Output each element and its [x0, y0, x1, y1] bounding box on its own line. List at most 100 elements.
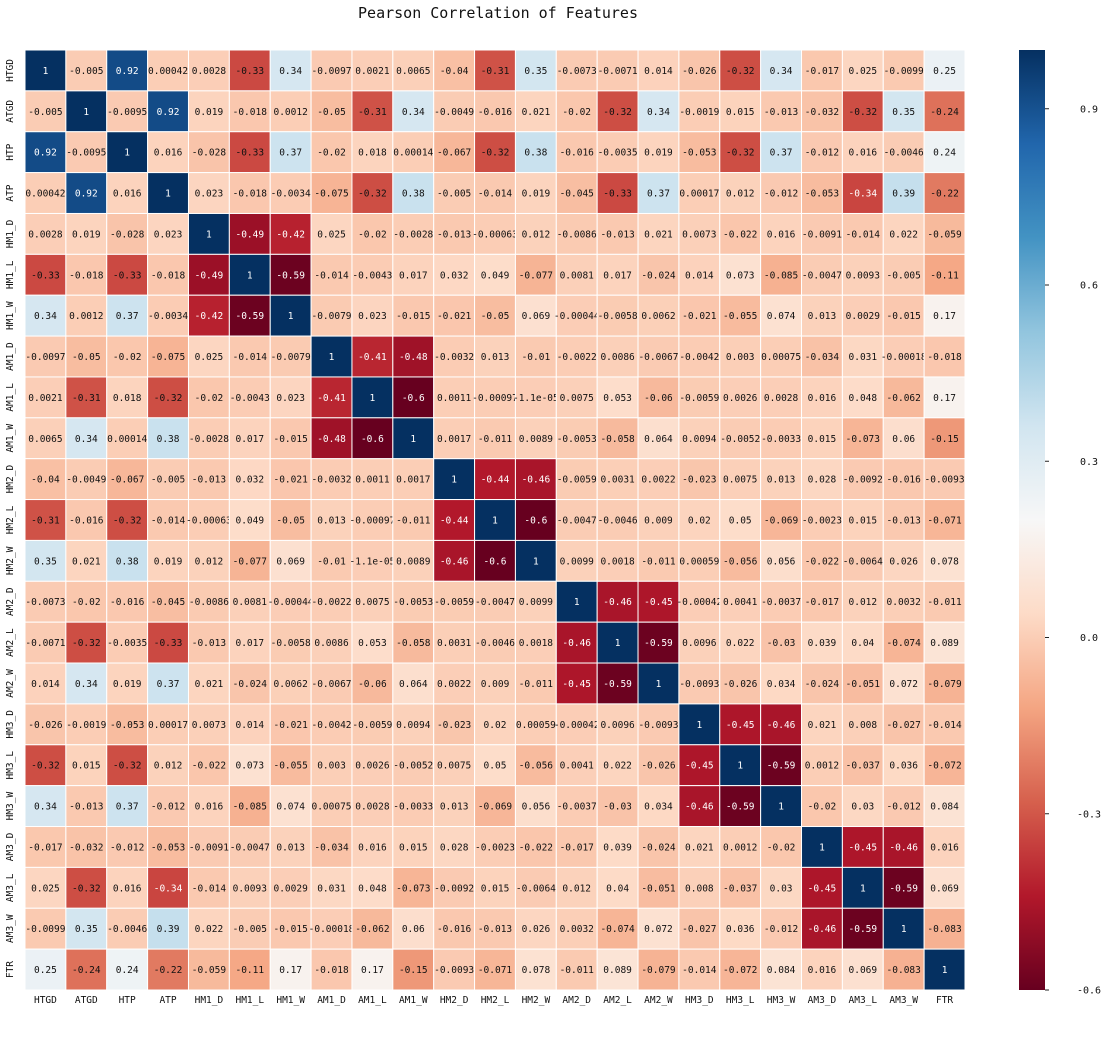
cell-value-label: -0.05 — [276, 516, 305, 527]
heatmap-cell-hm3-w-hm3-d — [678, 785, 721, 828]
heatmap-cell-hm1-w-am3-w — [882, 294, 925, 337]
cell-value-label: 0.014 — [644, 66, 673, 77]
heatmap-cell-am3-l-atp — [147, 866, 189, 909]
y-tick-label-am1-l: AM1_L — [5, 383, 16, 412]
cell-value-label: 0.012 — [849, 597, 878, 608]
cell-value-label: 0.069 — [930, 883, 959, 894]
heatmap-cell-am3-w-hm1-d — [187, 907, 230, 950]
cell-value-label: -0.0023 — [475, 842, 515, 853]
cell-value-label: -0.0071 — [598, 66, 638, 77]
colorbar-tick-label: 0.3 — [1080, 457, 1098, 468]
heatmap-cell-am2-d-hm2-w — [514, 580, 557, 623]
cell-value-label: 1 — [533, 556, 539, 567]
cell-value-label: -0.027 — [682, 924, 716, 935]
cell-value-label: -0.0046 — [107, 924, 147, 935]
heatmap-cell-am3-l-am3-w — [882, 866, 925, 909]
cell-value-label: 0.0012 — [69, 311, 103, 322]
cell-value-label: 0.0073 — [682, 229, 716, 240]
cell-value-label: -0.005 — [437, 189, 471, 200]
cell-value-label: 0.0012 — [723, 842, 757, 853]
heatmap-cell-atp-am1-l — [351, 172, 394, 214]
cell-value-label: -0.018 — [151, 270, 186, 281]
cell-value-label: -0.06 — [644, 393, 673, 404]
cell-value-label: 0.00059 — [516, 720, 556, 731]
cell-value-label: -0.31 — [481, 66, 510, 77]
cell-value-label: 0.0089 — [519, 434, 554, 445]
heatmap-cell-hm2-d-atgd — [65, 458, 108, 501]
colorbar: 0.9 0.6 0.3 0.0 -0.3 -0.6 — [1019, 50, 1101, 997]
cell-value-label: -0.00063 — [472, 229, 518, 240]
cell-value-label: -0.0064 — [843, 556, 883, 567]
heatmap-cell-hm1-d-am1-d — [310, 212, 353, 255]
heatmap-cell-hm2-d-ftr — [923, 458, 966, 501]
heatmap-cell-am2-l-htgd — [24, 621, 67, 664]
cell-value-label: -0.33 — [235, 148, 264, 159]
cell-value-label: 0.025 — [195, 352, 224, 363]
cell-value-label: -0.46 — [685, 802, 714, 813]
cell-value-label: -0.46 — [808, 924, 837, 935]
heatmap-cell-htp-hm1-w — [269, 131, 312, 174]
cell-value-label: -0.0099 — [25, 924, 65, 935]
heatmap-cell-am3-w-am3-d — [801, 907, 843, 950]
heatmap-cell-hm3-d-am1-w — [392, 703, 435, 746]
cell-value-label: 0.0073 — [192, 720, 226, 731]
heatmap-cell-hm1-d-hm1-w — [269, 212, 312, 255]
cell-value-label: -0.05 — [317, 107, 346, 118]
heatmap-cell-atgd-am3-w — [882, 90, 925, 133]
cell-value-label: 0.023 — [195, 189, 224, 200]
cell-value-label: 0.016 — [358, 842, 387, 853]
cell-value-label: 0.0032 — [887, 597, 921, 608]
y-tick-label-htp: HTP — [5, 143, 16, 160]
heatmap-cell-am3-w-am1-l — [351, 907, 394, 950]
cell-value-label: 0.034 — [644, 802, 673, 813]
cell-value-label: -0.32 — [726, 66, 755, 77]
heatmap-cell-hm1-d-am2-l — [596, 212, 639, 255]
x-tick-label-am1-d: AM1_D — [317, 995, 346, 1006]
cell-value-label: -0.077 — [519, 270, 553, 281]
heatmap-cell-am1-d-am3-d — [801, 335, 843, 378]
cell-value-label: 0.0032 — [560, 924, 594, 935]
cell-value-label: 0.0018 — [600, 556, 635, 567]
heatmap-cell-ftr-hm1-w — [269, 948, 312, 991]
heatmap-cell-am2-l-hm3-l — [719, 621, 762, 664]
heatmap-cell-am3-l-hm3-w — [760, 866, 803, 909]
cell-value-label: -0.005 — [151, 475, 185, 486]
cell-value-label: 0.00042 — [148, 66, 188, 77]
cell-value-label: 0.028 — [808, 475, 837, 486]
cell-value-label: -0.011 — [519, 679, 554, 690]
heatmap-cell-am3-l-am1-d — [310, 866, 353, 909]
heatmap-cell-hm3-w-atp — [147, 785, 189, 828]
cell-value-label: 1 — [778, 802, 784, 813]
heatmap-cell-atp-hm1-l — [228, 172, 271, 214]
heatmap-cell-hm3-l-atgd — [65, 744, 108, 787]
cell-value-label: -0.028 — [110, 229, 145, 240]
cell-value-label: 0.013 — [481, 352, 510, 363]
cell-value-label: -0.22 — [154, 965, 183, 976]
heatmap-cell-am3-d-htp — [106, 826, 149, 868]
heatmap-cell-am3-w-htgd — [24, 907, 67, 950]
y-tick-label-am2-w: AM2_W — [5, 669, 16, 698]
cell-value-label: -0.013 — [887, 516, 921, 527]
cell-value-label: 0.015 — [481, 883, 510, 894]
heatmap-cell-hm3-w-hm1-w — [269, 785, 312, 828]
heatmap-cell-hm1-d-htp — [106, 212, 149, 255]
cell-value-label: 0.04 — [851, 638, 874, 649]
heatmap-cell-am1-w-hm2-l — [474, 417, 516, 460]
heatmap-cell-am2-d-atp — [147, 580, 189, 623]
cell-value-label: 0.0089 — [396, 556, 431, 567]
cell-value-label: -0.014 — [314, 270, 349, 281]
cell-value-label: -0.46 — [603, 597, 632, 608]
heatmap-cell-am3-d-hm3-d — [678, 826, 721, 868]
heatmap-cell-hm3-l-am2-w — [637, 744, 680, 787]
heatmap-cell-atgd-hm2-w — [514, 90, 557, 133]
y-tick-label-hm3-d: HM3_D — [5, 710, 16, 739]
cell-value-label: -0.41 — [358, 352, 387, 363]
heatmap-cell-am3-w-ftr — [923, 907, 966, 950]
heatmap-cell-am3-w-atgd — [65, 907, 108, 950]
y-tick-label-hm1-w: HM1_W — [5, 301, 16, 330]
cell-value-label: -0.32 — [113, 761, 142, 772]
heatmap-cell-hm3-d-hm3-w — [760, 703, 803, 746]
cell-value-label: -0.31 — [31, 516, 60, 527]
x-tick-label-am2-l: AM2_L — [603, 995, 632, 1006]
x-tick-label-am2-d: AM2_D — [562, 995, 591, 1006]
